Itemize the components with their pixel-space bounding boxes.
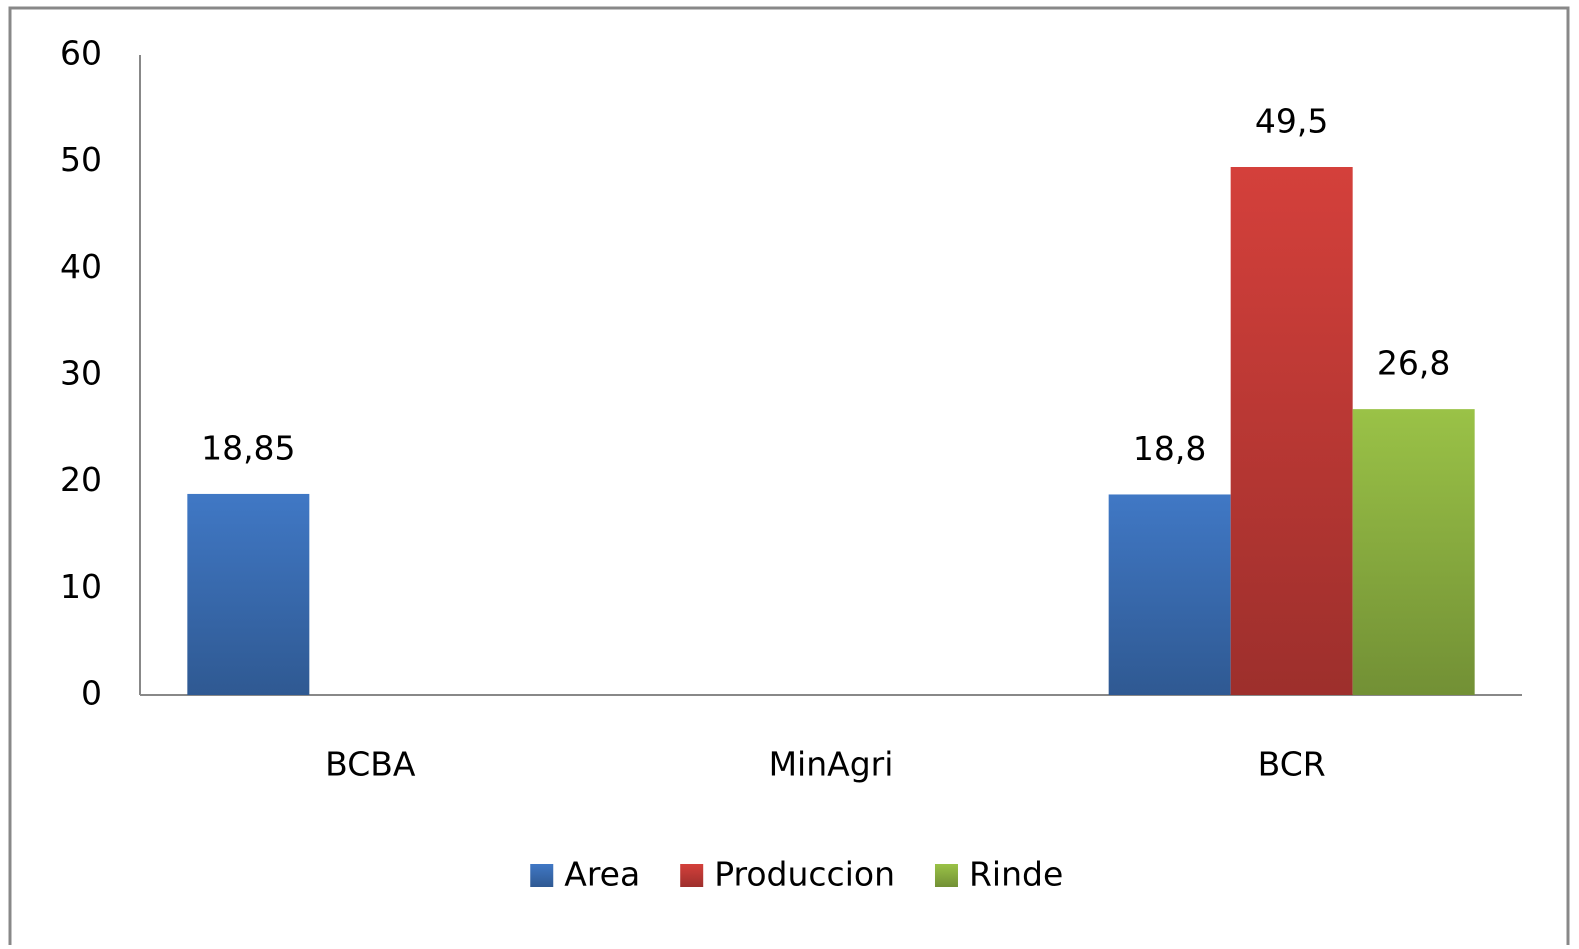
y-tick-label: 30 [60,354,102,393]
legend-swatch [934,864,958,887]
y-tick-label: 60 [60,34,102,73]
x-tick-label: BCBA [325,745,416,784]
legend-swatch [530,864,554,887]
y-tick-label: 50 [60,140,102,179]
legend-label: Produccion [714,855,895,894]
data-label: 18,8 [1133,429,1206,468]
bar [187,493,310,695]
x-tick-label: BCR [1258,745,1326,784]
data-label: 49,5 [1255,102,1328,141]
bar [1352,409,1475,695]
y-tick-label: 40 [60,247,102,286]
y-tick-label: 20 [60,460,102,499]
bar [1230,167,1353,695]
data-label: 18,85 [201,428,295,467]
y-tick-label: 10 [60,567,102,606]
legend-swatch [680,864,704,887]
legend-label: Rinde [969,855,1063,894]
legend-label: Area [564,855,640,894]
data-label: 26,8 [1377,344,1450,383]
bar [1108,494,1231,695]
x-tick-label: MinAgri [769,745,894,784]
y-tick-label: 0 [81,674,102,713]
